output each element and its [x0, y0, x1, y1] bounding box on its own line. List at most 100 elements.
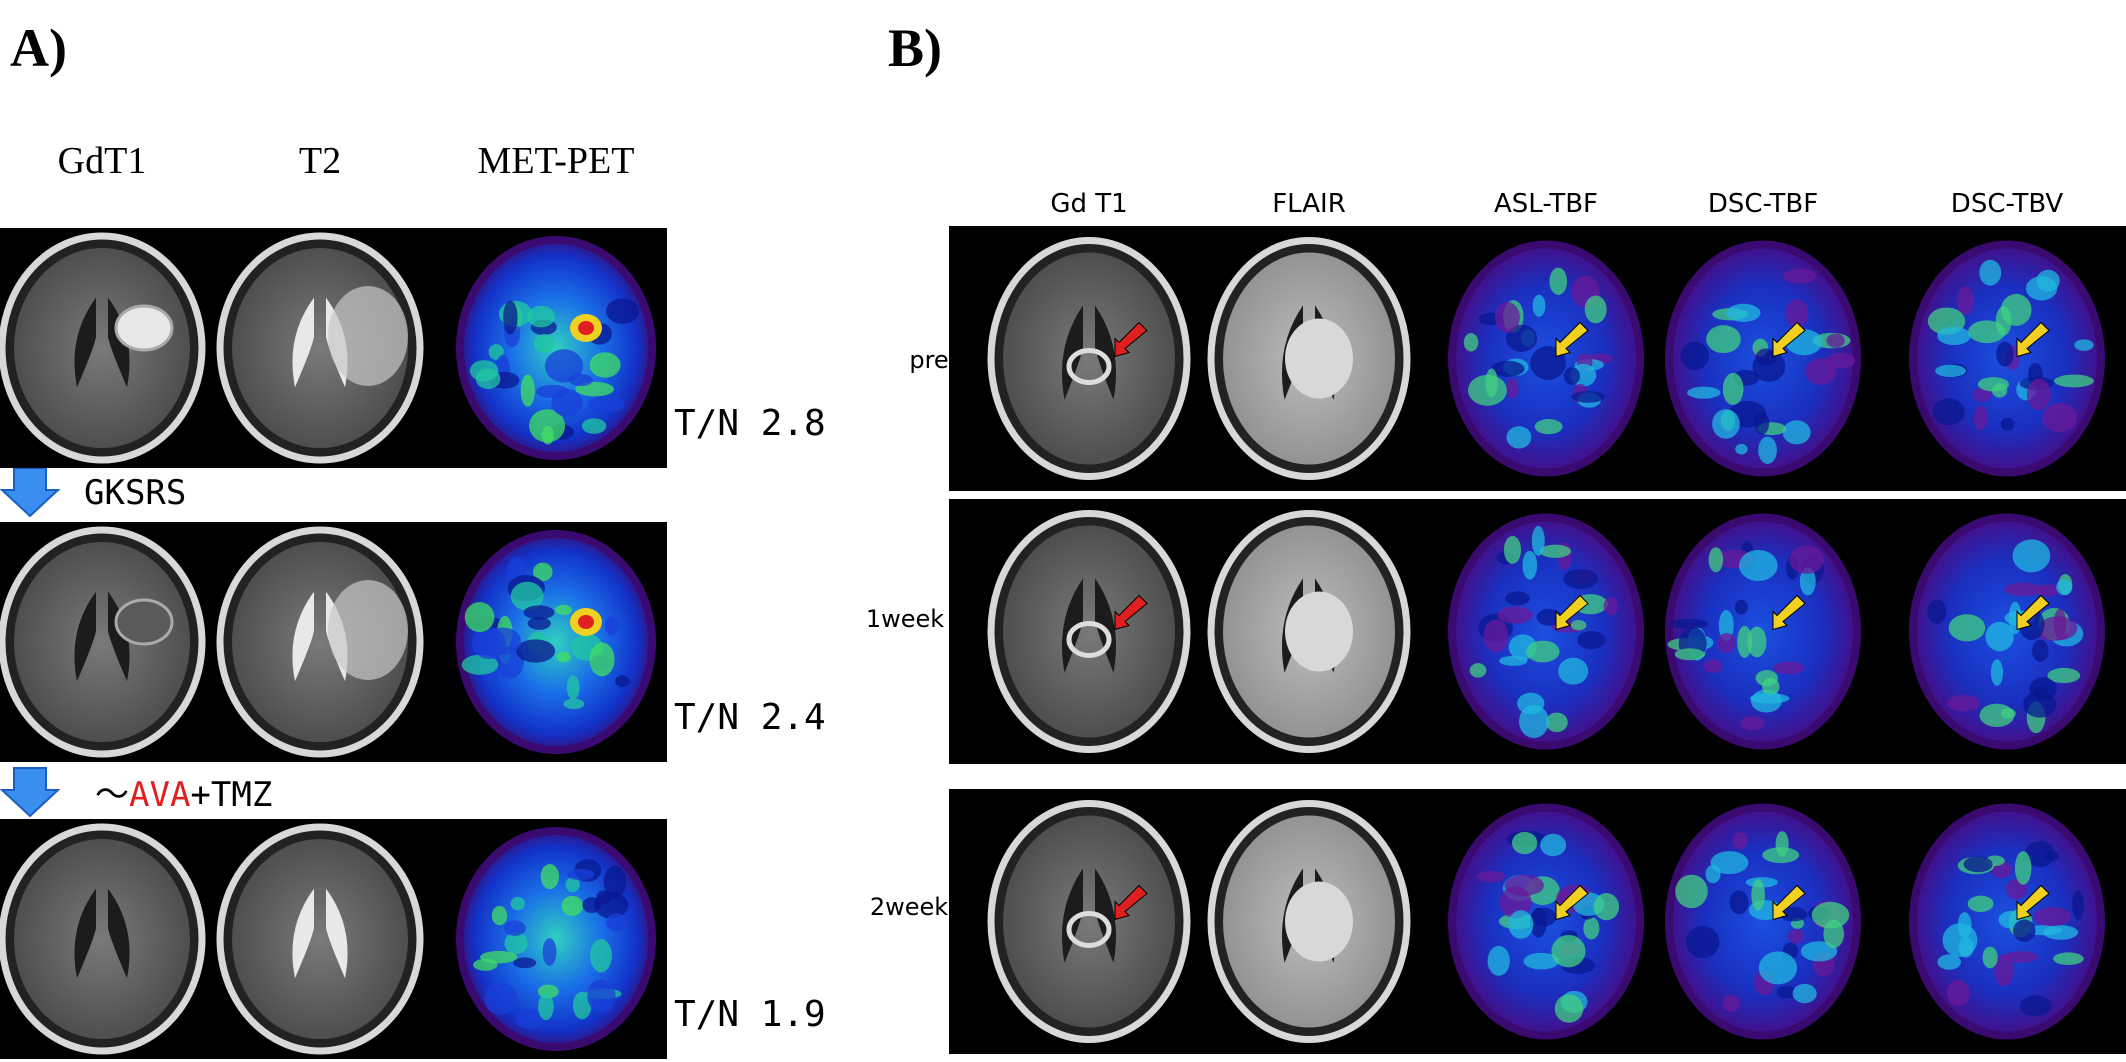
ratio-label: T/N 2.4: [674, 697, 826, 738]
map-blotch: [515, 639, 556, 663]
map-blotch: [1563, 367, 1580, 386]
map-blotch: [1996, 341, 2014, 367]
image-row: [0, 522, 667, 762]
map-blotch: [1734, 599, 1748, 615]
map-blotch: [473, 958, 498, 971]
map-blotch: [1549, 267, 1568, 296]
map-blotch: [1726, 303, 1761, 322]
map-blotch: [1979, 259, 2002, 286]
map-blotch: [1469, 663, 1487, 678]
map-blotch: [582, 897, 602, 913]
ventricle: [108, 297, 130, 388]
map-blotch: [1932, 398, 1965, 426]
map-blotch: [1487, 945, 1510, 976]
map-blotch: [1539, 544, 1571, 558]
map-blotch: [587, 396, 625, 413]
map-blotch: [1758, 436, 1777, 464]
map-blotch: [1531, 525, 1545, 556]
lesion: [1066, 621, 1112, 658]
map-blotch: [555, 604, 572, 615]
hotspot-core: [578, 321, 594, 335]
column-header: DSC-TBV: [1951, 189, 2064, 219]
map-blotch: [1948, 614, 1986, 642]
map-blotch: [504, 932, 528, 955]
ventricle: [74, 297, 96, 388]
column-header: MET-PET: [478, 140, 635, 182]
map-blotch: [510, 896, 526, 911]
map-blotch: [590, 939, 612, 973]
map-blotch: [1990, 659, 2004, 686]
map-blotch: [603, 865, 627, 899]
map-blotch: [1485, 368, 1498, 398]
map-blotch: [589, 642, 615, 677]
lesion-arrow: [2016, 321, 2050, 358]
edema: [328, 580, 408, 680]
ventricle: [1095, 868, 1117, 963]
map-blotch: [1563, 568, 1598, 589]
map-blotch: [1799, 567, 1816, 596]
map-blotch: [491, 905, 508, 926]
map-blotch: [1551, 934, 1586, 968]
lesion: [1285, 591, 1353, 672]
map-blotch: [567, 868, 595, 881]
map-blotch: [1775, 831, 1789, 857]
map-blotch: [1706, 325, 1741, 354]
map-blotch: [2044, 850, 2060, 862]
map-blotch: [1789, 545, 1824, 574]
map-blotch: [1776, 985, 1797, 999]
image-row: [0, 228, 667, 468]
map-blotch: [1583, 916, 1600, 940]
map-blotch: [2000, 417, 2015, 431]
map-blotch: [1570, 619, 1587, 631]
map-blotch: [1523, 952, 1560, 970]
map-blotch: [1937, 326, 1971, 346]
ratio-label: T/N 1.9: [674, 994, 826, 1035]
map-blotch: [581, 418, 607, 434]
map-blotch: [1675, 874, 1708, 909]
map-blotch: [1718, 610, 1734, 641]
ratio-label: T/N 2.8: [674, 403, 826, 444]
map-blotch: [572, 991, 592, 1020]
map-blotch: [1490, 360, 1525, 377]
treatment-label: GKSRS: [84, 473, 186, 513]
ventricle: [326, 888, 348, 979]
map-blotch: [1674, 648, 1706, 661]
map-blotch: [2047, 667, 2081, 684]
map-blotch: [2053, 608, 2067, 640]
map-blotch: [1947, 695, 1981, 712]
map-blotch: [1972, 387, 1992, 402]
map-blotch: [1738, 549, 1778, 582]
map-blotch: [2072, 889, 2085, 920]
map-blotch: [538, 993, 554, 1021]
map-blotch: [1963, 856, 1993, 873]
map-blotch: [2056, 579, 2073, 596]
map-blotch: [469, 360, 499, 382]
row-label: pre: [909, 346, 948, 374]
ventricle: [1061, 578, 1083, 673]
treatment-label: ～AVA+TMZ: [95, 775, 272, 815]
map-blotch: [1499, 886, 1532, 919]
lesion: [1285, 881, 1353, 962]
map-blotch: [2013, 919, 2036, 942]
map-blotch: [1603, 597, 1619, 616]
map-blotch: [1532, 294, 1546, 317]
map-blotch: [2032, 639, 2049, 662]
map-blotch: [566, 675, 580, 700]
map-blotch: [1669, 618, 1709, 630]
map-blotch: [1792, 983, 1817, 1004]
map-blotch: [1979, 703, 2015, 728]
map-blotch: [1740, 716, 1765, 731]
map-blotch: [1577, 630, 1606, 650]
map-blotch: [1505, 591, 1530, 606]
column-header: GdT1: [58, 140, 147, 182]
map-blotch: [1735, 443, 1748, 455]
map-blotch: [589, 352, 621, 378]
map-blotch: [484, 982, 518, 1015]
column-header: T2: [299, 140, 341, 182]
lesion-arrow: [1555, 321, 1589, 358]
map-blotch: [540, 863, 560, 890]
hotspot-core: [578, 615, 594, 629]
row-label: 1week: [866, 605, 944, 633]
map-blotch: [1927, 599, 1947, 624]
map-blotch: [461, 654, 499, 675]
